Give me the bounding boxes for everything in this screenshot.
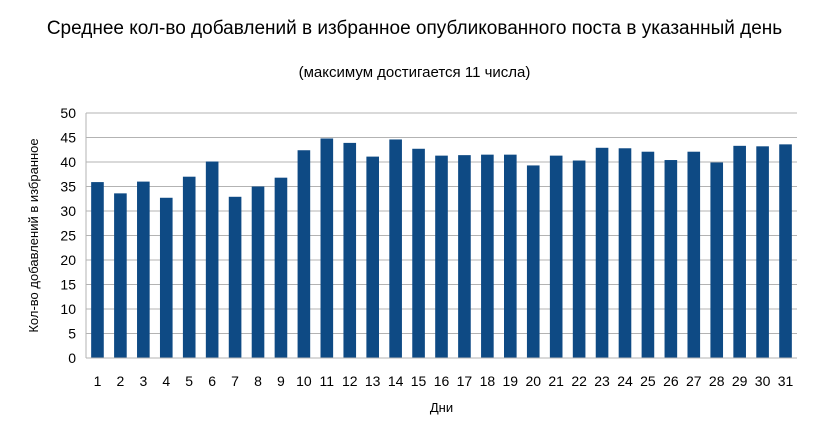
x-tick-label: 11	[320, 373, 335, 389]
bar	[159, 197, 173, 358]
chart-title: Среднее кол-во добавлений в избранное оп…	[46, 18, 783, 39]
bar	[458, 155, 471, 358]
x-tick-label: 15	[411, 373, 427, 389]
x-tick-label: 2	[117, 373, 125, 389]
x-tick-label: 5	[185, 373, 193, 389]
x-tick-label: 18	[480, 373, 496, 389]
bar	[137, 181, 150, 358]
bar	[526, 165, 540, 358]
x-tick-label: 31	[778, 373, 794, 389]
bar	[756, 146, 769, 358]
x-tick-label: 21	[548, 373, 564, 389]
y-tick-label: 25	[60, 228, 76, 244]
x-tick-label: 30	[755, 373, 771, 389]
bar	[481, 154, 494, 358]
x-tick-label: 29	[732, 373, 748, 389]
x-tick-label: 20	[525, 373, 541, 389]
bar	[641, 151, 655, 358]
bar	[733, 145, 746, 358]
bar	[664, 160, 678, 358]
bar	[595, 147, 609, 358]
bar	[228, 196, 242, 358]
x-tick-label: 24	[617, 373, 633, 389]
x-tick-label: 1	[94, 373, 102, 389]
x-tick-label: 9	[277, 373, 285, 389]
y-tick-label: 45	[60, 130, 76, 146]
x-tick-label: 8	[254, 373, 262, 389]
y-tick-label: 10	[60, 301, 76, 317]
x-tick-label: 25	[640, 373, 656, 389]
y-tick-label: 0	[68, 350, 76, 366]
x-tick-label: 26	[663, 373, 679, 389]
y-tick-labels: 0 5 10 15 20 25 30 35 40 45 50	[60, 105, 76, 366]
x-tick-label: 22	[571, 373, 587, 389]
x-tick-label: 27	[686, 373, 702, 389]
x-axis-label: Дни	[430, 400, 453, 415]
x-tick-label: 17	[457, 373, 473, 389]
bar	[618, 148, 632, 358]
x-tick-label: 23	[594, 373, 610, 389]
y-tick-label: 30	[60, 203, 76, 219]
chart-subtitle: (максимум достигается 11 числа)	[298, 64, 531, 81]
x-tick-labels: 1 2 3 4 5 6 7 8 9 10 11 12 13 14 15 16 17 18 19 20 21 22 23 24 2…	[94, 373, 794, 389]
x-tick-label: 12	[342, 373, 358, 389]
bar	[343, 142, 357, 358]
y-tick-label: 5	[68, 326, 76, 342]
x-tick-label: 13	[365, 373, 381, 389]
bar	[549, 155, 563, 358]
x-tick-label: 7	[231, 373, 239, 389]
bar	[435, 155, 448, 358]
x-tick-label: 19	[503, 373, 519, 389]
bar	[114, 193, 127, 358]
x-tick-label: 3	[139, 373, 147, 389]
bar	[320, 138, 334, 358]
y-tick-label: 35	[60, 179, 76, 195]
y-tick-label: 50	[60, 105, 76, 121]
bar	[687, 151, 701, 358]
bar	[205, 161, 219, 358]
bar	[297, 150, 311, 358]
x-tick-label: 28	[709, 373, 725, 389]
bars	[91, 138, 792, 358]
x-tick-label: 16	[434, 373, 450, 389]
y-tick-label: 15	[60, 277, 76, 293]
bar	[710, 162, 724, 358]
bar	[503, 154, 517, 358]
bar	[91, 182, 104, 358]
bar	[274, 177, 288, 358]
x-tick-label: 4	[162, 373, 170, 389]
x-tick-label: 6	[208, 373, 216, 389]
x-tick-label: 10	[296, 373, 312, 389]
gridlines	[86, 112, 797, 359]
bar	[779, 144, 792, 358]
y-axis-label: Кол-во добавлений в избранное	[26, 138, 41, 332]
bar	[412, 148, 425, 358]
bar	[572, 160, 586, 358]
bar	[251, 186, 265, 358]
bar	[366, 156, 380, 358]
x-tick-label: 14	[388, 373, 404, 389]
axes	[85, 113, 797, 359]
bar	[389, 139, 402, 358]
y-tick-label: 20	[60, 252, 76, 268]
y-tick-label: 40	[60, 154, 76, 170]
bar	[182, 176, 196, 358]
